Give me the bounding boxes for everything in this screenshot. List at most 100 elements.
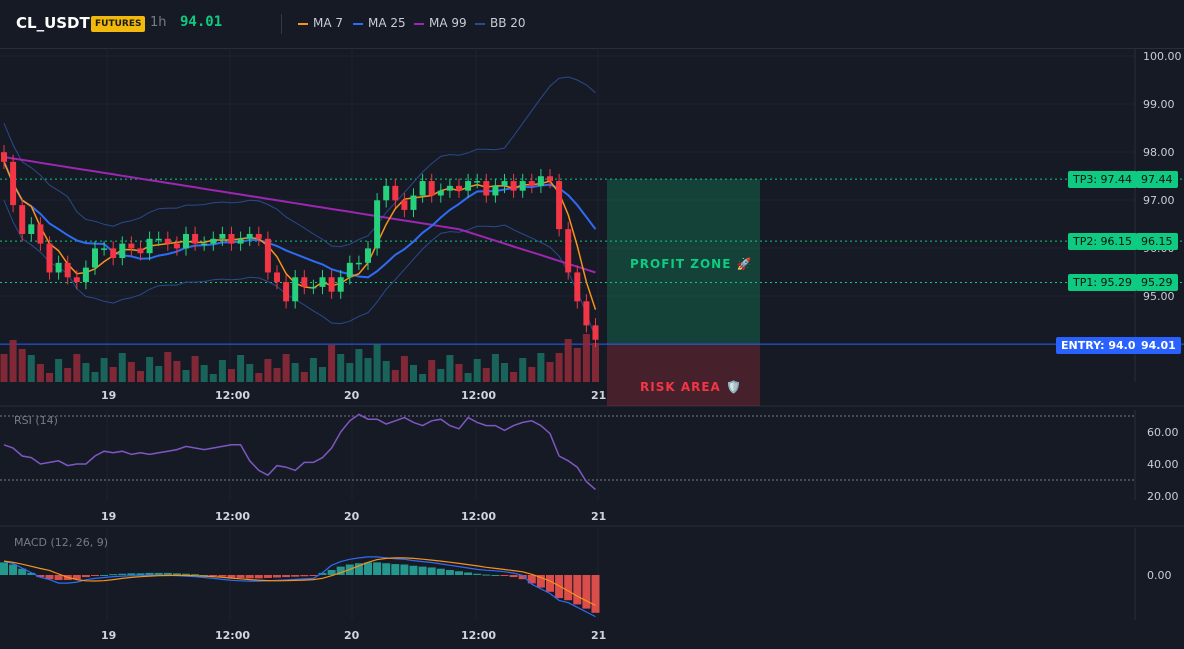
- candle-body: [46, 243, 53, 273]
- volume-bar: [373, 344, 381, 382]
- macd-histogram-bar: [400, 564, 409, 575]
- time-tick: 12:00: [461, 510, 497, 523]
- volume-bar: [437, 369, 445, 382]
- macd-histogram-bar: [100, 575, 109, 576]
- candle-body: [328, 277, 335, 292]
- volume-bar: [501, 363, 508, 382]
- candle-body: [101, 248, 108, 250]
- volume-bar: [27, 355, 35, 382]
- macd-histogram-bar: [364, 562, 372, 575]
- macd-histogram-bar: [491, 575, 500, 576]
- legend-ma25-label: MA 25: [368, 16, 406, 30]
- time-tick: 20: [344, 629, 360, 642]
- entry-tag: ENTRY: 94.01: [1056, 337, 1149, 354]
- macd-histogram-bar: [209, 575, 218, 576]
- macd-histogram-bar: [318, 572, 327, 575]
- timeframe-selector[interactable]: 1h: [150, 15, 167, 30]
- symbol-name[interactable]: CL_USDT: [16, 14, 90, 32]
- volume-bar: [73, 354, 81, 382]
- volume-bar: [173, 361, 181, 382]
- legend-ma99[interactable]: MA 99: [414, 16, 467, 30]
- macd-histogram-bar: [81, 575, 90, 578]
- macd-histogram-bar: [591, 575, 600, 613]
- macd-histogram-bar: [382, 563, 391, 575]
- volume-bar: [255, 373, 263, 382]
- volume-bar: [46, 373, 53, 382]
- candle-body: [146, 238, 153, 254]
- candle-body: [392, 185, 399, 201]
- candle-body: [201, 243, 208, 246]
- macd-histogram-bar: [373, 562, 382, 575]
- volume-bar: [155, 366, 163, 382]
- volume-bar: [582, 334, 590, 382]
- legend-ma7[interactable]: MA 7: [298, 16, 343, 30]
- macd-histogram-bar: [546, 575, 554, 592]
- volume-bar: [400, 356, 408, 382]
- candle-body: [137, 248, 144, 254]
- volume-bar: [246, 364, 254, 382]
- volume-bar: [209, 374, 217, 382]
- volume-bar: [146, 357, 154, 382]
- macd-histogram-bar: [527, 575, 536, 584]
- volume-bar: [64, 368, 72, 382]
- legend-ma7-label: MA 7: [313, 16, 344, 30]
- macd-histogram-bar: [245, 575, 254, 579]
- candle-body: [574, 272, 581, 302]
- volume-bar: [355, 349, 363, 382]
- candle-body: [437, 190, 444, 196]
- legend-bb20[interactable]: BB 20: [475, 16, 526, 30]
- macd-histogram-bar: [291, 575, 300, 577]
- candle-body: [410, 195, 417, 210]
- macd-histogram-bar: [127, 573, 136, 575]
- time-tick: 12:00: [461, 389, 497, 402]
- volume-bar: [592, 343, 599, 382]
- candle-body: [292, 277, 299, 302]
- time-tick: 12:00: [215, 389, 251, 402]
- macd-histogram-bar: [418, 566, 427, 575]
- macd-histogram-bar: [464, 572, 473, 575]
- macd-histogram-bar: [518, 575, 527, 580]
- macd-line: [3, 556, 596, 618]
- time-tick: 19: [101, 389, 117, 402]
- volume-bar: [528, 367, 536, 382]
- volume-bar: [218, 360, 226, 382]
- candle-body: [383, 185, 390, 201]
- candle-body: [183, 233, 189, 249]
- macd-histogram-bar: [254, 575, 263, 579]
- macd-histogram-bar: [36, 575, 45, 578]
- candle-body: [73, 277, 80, 283]
- candle-body: [173, 243, 180, 249]
- header-divider: [281, 14, 282, 34]
- candle-body: [110, 248, 117, 259]
- macd-title: MACD (12, 26, 9): [14, 536, 109, 549]
- volume-bar: [264, 359, 272, 382]
- candle-body: [119, 243, 126, 259]
- candle-body: [19, 205, 26, 234]
- volume-bar: [237, 355, 245, 382]
- volume-bar: [118, 353, 126, 382]
- candle-body: [428, 181, 435, 196]
- candle-body: [310, 286, 317, 289]
- candle-body: [355, 262, 362, 265]
- tp2-tag: TP2: 96.15: [1068, 233, 1138, 250]
- price-tick: 98.00: [1143, 146, 1175, 159]
- volume-bar: [346, 363, 354, 382]
- candle-body: [92, 248, 98, 268]
- candle-body: [419, 181, 426, 196]
- volume-bar: [491, 354, 499, 382]
- chart-header: CL_USDT FUTURES 1h 94.01 MA 7 MA 25 MA 9…: [0, 0, 1184, 49]
- macd-histogram-bar: [227, 575, 236, 578]
- legend-ma25[interactable]: MA 25: [353, 16, 406, 30]
- candle-body: [155, 238, 162, 241]
- macd-histogram-bar: [409, 565, 418, 575]
- macd-histogram-bar: [582, 575, 591, 609]
- macd-histogram-bar: [427, 567, 436, 575]
- volume-bar: [537, 353, 545, 382]
- candle-body: [283, 282, 290, 302]
- ma7-swatch: [298, 22, 308, 25]
- macd-histogram-bar: [145, 572, 154, 575]
- rsi-title: RSI (14): [14, 414, 58, 427]
- candle-body: [228, 233, 235, 244]
- macd-histogram-bar: [509, 575, 518, 578]
